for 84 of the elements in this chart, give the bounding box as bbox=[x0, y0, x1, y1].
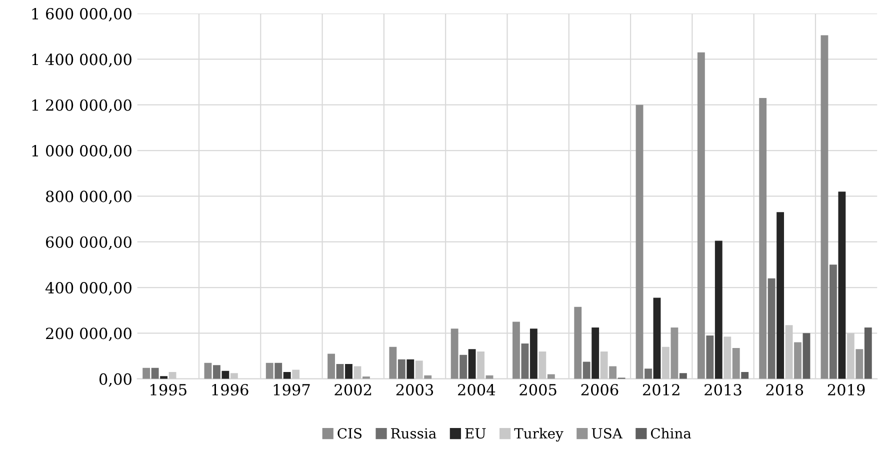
bar bbox=[292, 370, 300, 379]
bar bbox=[460, 354, 468, 379]
bar bbox=[670, 327, 678, 379]
bar bbox=[151, 368, 159, 379]
y-tick-label: 1 000 000,00 bbox=[32, 144, 132, 158]
y-tick-label: 200 000,00 bbox=[46, 328, 132, 342]
bar bbox=[776, 212, 784, 379]
x-tick-label: 2004 bbox=[458, 384, 496, 396]
x-tick-label: 1996 bbox=[212, 384, 248, 396]
bar bbox=[582, 362, 590, 379]
bar bbox=[521, 343, 529, 379]
bar bbox=[336, 364, 344, 379]
bar bbox=[530, 328, 538, 379]
x-tick-label: 2012 bbox=[642, 384, 680, 396]
legend-label: USA bbox=[592, 428, 623, 439]
bar bbox=[724, 336, 732, 379]
x-tick-label: 2005 bbox=[520, 384, 556, 396]
bar bbox=[864, 327, 872, 379]
bar bbox=[468, 349, 476, 379]
bar bbox=[741, 372, 749, 379]
bar bbox=[415, 360, 423, 379]
bar bbox=[768, 278, 776, 379]
bar bbox=[328, 354, 335, 379]
bar bbox=[697, 52, 705, 379]
bar bbox=[406, 359, 414, 379]
bar bbox=[846, 333, 854, 379]
bar bbox=[856, 349, 864, 379]
bar bbox=[600, 351, 608, 379]
y-tick-label: 1 400 000,00 bbox=[32, 54, 132, 68]
bar bbox=[609, 366, 617, 379]
bar bbox=[142, 368, 150, 379]
x-tick-label: 1997 bbox=[274, 384, 310, 396]
bar bbox=[820, 35, 828, 379]
bar bbox=[636, 104, 644, 379]
x-tick-label: 2002 bbox=[334, 384, 372, 396]
bar bbox=[732, 348, 740, 379]
x-tick-label: 2018 bbox=[766, 384, 804, 396]
y-tick-label: 1 600 000,00 bbox=[32, 8, 132, 22]
y-tick-label: 800 000,00 bbox=[46, 190, 132, 204]
bar bbox=[538, 351, 546, 379]
legend-label: Turkey bbox=[514, 428, 564, 442]
bar bbox=[759, 98, 767, 379]
legend-label: China bbox=[651, 428, 692, 439]
y-tick-label: 1 200 000,00 bbox=[32, 99, 132, 113]
bar bbox=[662, 346, 670, 379]
bar bbox=[274, 362, 282, 379]
bar bbox=[389, 346, 397, 379]
y-tick-label: 600 000,00 bbox=[46, 236, 132, 250]
bar bbox=[830, 264, 837, 379]
bar bbox=[714, 240, 722, 379]
bar bbox=[679, 373, 687, 379]
bar bbox=[230, 373, 238, 379]
x-tick-label: 2006 bbox=[581, 384, 618, 396]
bar bbox=[398, 359, 406, 379]
legend-label: Russia bbox=[391, 428, 436, 439]
bar bbox=[794, 342, 802, 379]
x-tick-label: 2003 bbox=[396, 384, 434, 396]
bar bbox=[802, 333, 810, 379]
bar bbox=[266, 362, 274, 379]
bar bbox=[477, 351, 484, 379]
bar bbox=[838, 192, 846, 379]
bar bbox=[354, 366, 362, 379]
bar bbox=[512, 322, 520, 379]
bar bbox=[644, 368, 652, 379]
bar bbox=[785, 325, 793, 379]
bar bbox=[450, 328, 458, 379]
y-tick-label: 400 000,00 bbox=[45, 282, 132, 296]
bar bbox=[168, 372, 176, 379]
bar bbox=[283, 372, 291, 379]
x-tick-label: 2019 bbox=[828, 384, 865, 396]
bar bbox=[345, 364, 352, 379]
bar bbox=[160, 376, 168, 379]
bar bbox=[706, 335, 714, 379]
bar bbox=[222, 370, 230, 379]
bar bbox=[653, 298, 661, 379]
bar bbox=[212, 365, 220, 379]
bar bbox=[204, 362, 212, 379]
x-tick-label: 2013 bbox=[704, 384, 742, 396]
y-tick-label: 0,00 bbox=[99, 373, 132, 387]
legend-label: CIS bbox=[338, 428, 362, 439]
bar bbox=[574, 306, 582, 379]
legend-label: EU bbox=[465, 428, 486, 439]
bar bbox=[592, 327, 600, 379]
x-tick-label: 1995 bbox=[150, 384, 186, 396]
